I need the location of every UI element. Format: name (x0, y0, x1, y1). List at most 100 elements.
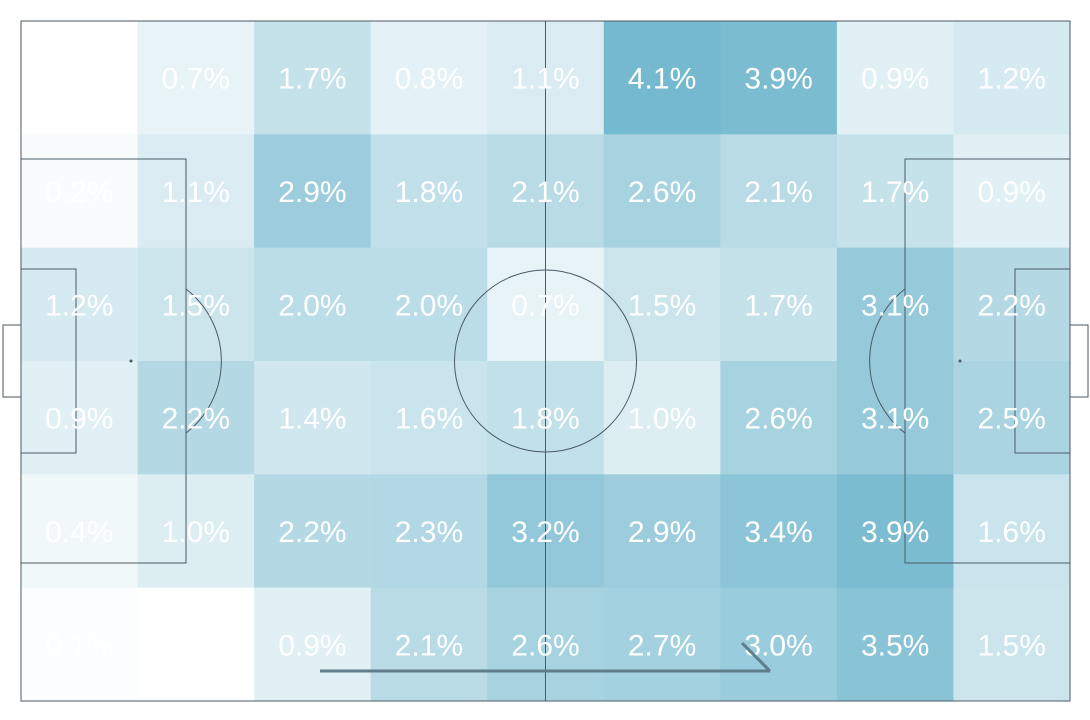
heatmap-cell-label: 2.0% (278, 289, 346, 322)
heatmap-cell (21, 361, 139, 475)
centre-circle (454, 269, 637, 453)
heatmap-cell (21, 247, 139, 362)
heatmap-cell-label: 2.3% (395, 516, 463, 549)
heatmap-cell-label: 1.1% (162, 176, 230, 209)
heatmap-cell-label: 1.0% (628, 403, 696, 436)
heatmap-cell (370, 587, 488, 702)
heatmap-cell-label: 3.9% (744, 63, 812, 96)
left-penalty-spot (129, 359, 133, 363)
heatmap-cell (137, 134, 255, 249)
heatmap-cell (836, 474, 954, 589)
left-goal (2, 324, 22, 398)
heatmap-cell (836, 587, 954, 702)
heatmap-cell-label: 1.5% (628, 289, 696, 322)
heatmap-cell (720, 474, 838, 589)
heatmap-cell-label: 2.6% (628, 176, 696, 209)
heatmap-cell (720, 21, 838, 135)
heatmap-cell (21, 21, 139, 135)
heatmap-cell (836, 21, 954, 135)
heatmap-cell (720, 587, 838, 702)
heatmap-cell-label: 2.9% (278, 176, 346, 209)
heatmap-cell-label: 0.4% (45, 516, 113, 549)
heatmap-cell (953, 247, 1071, 362)
heatmap-cell (370, 361, 488, 475)
heatmap-cell (21, 587, 139, 702)
heatmap-cell-label: 1.2% (45, 289, 113, 322)
heatmap-cell (254, 587, 372, 702)
heatmap-cell-label: 2.1% (395, 629, 463, 662)
heatmap-cell-label: 0.9% (978, 176, 1046, 209)
heatmap-cell-label: 0.9% (278, 629, 346, 662)
heatmap-cell-label: 0.1% (45, 629, 113, 662)
heatmap-cell-label: 0.7% (162, 63, 230, 96)
heatmap-cell-label: 2.6% (744, 403, 812, 436)
heatmap-cell-label: 3.1% (861, 403, 929, 436)
heatmap-cell (953, 134, 1071, 249)
heatmap-cell-label: 1.1% (511, 63, 579, 96)
heatmap-cell-label: 2.6% (511, 629, 579, 662)
heatmap-cell-label: 0.9% (861, 63, 929, 96)
heatmap-cell (603, 361, 721, 475)
heatmap-cell (720, 361, 838, 475)
heatmap-cell (137, 361, 255, 475)
heatmap-cell-label: 1.2% (978, 63, 1046, 96)
heatmap-cell-label: 2.2% (278, 516, 346, 549)
heatmap-cell (21, 134, 139, 249)
right-penalty-spot (958, 359, 962, 363)
attack-direction-arrow (320, 641, 772, 673)
heatmap-cell (953, 474, 1071, 589)
heatmap-cell (603, 134, 721, 249)
heatmap-cell-label: 2.7% (628, 629, 696, 662)
heatmap-cell-label: 0.2% (45, 176, 113, 209)
heatmap-cell-label: 1.7% (861, 176, 929, 209)
heatmap-cell (603, 21, 721, 135)
heatmap-cell-label: 1.8% (511, 403, 579, 436)
heatmap-cell-label: 3.9% (861, 516, 929, 549)
heatmap-cell (603, 247, 721, 362)
heatmap-cell-label: 1.7% (278, 63, 346, 96)
heatmap-cell (254, 361, 372, 475)
heatmap-cell-label: 1.7% (744, 289, 812, 322)
heatmap-cell (254, 474, 372, 589)
heatmap-cell-label: 2.1% (511, 176, 579, 209)
heatmap-cell (953, 361, 1071, 475)
heatmap-cell (370, 474, 488, 589)
heatmap-cell-label: 3.1% (861, 289, 929, 322)
heatmap-cell-label: 0.9% (45, 403, 113, 436)
heatmap-cell-label: 2.1% (744, 176, 812, 209)
heatmap-cell (370, 134, 488, 249)
heatmap-cell-label: 2.5% (978, 403, 1046, 436)
heatmap-cell (254, 247, 372, 362)
heatmap-cell-label: 2.2% (162, 403, 230, 436)
heatmap-cell (137, 21, 255, 135)
heatmap-cell (953, 587, 1071, 702)
left-penalty-arc (185, 288, 222, 434)
heatmap-cell (720, 247, 838, 362)
heatmap-cell-label: 1.5% (978, 629, 1046, 662)
right-penalty-arc (869, 288, 906, 434)
heatmap-cell-label: 1.6% (978, 516, 1046, 549)
pitch-markings (2, 20, 1089, 702)
heatmap-cell-label: 1.0% (162, 516, 230, 549)
heatmap-cell (254, 21, 372, 135)
heatmap-cell-label: 1.6% (395, 403, 463, 436)
heatmap-cell (370, 247, 488, 362)
right-goal (1069, 324, 1089, 398)
heatmap-cell-label: 3.5% (861, 629, 929, 662)
heatmap-cell (836, 134, 954, 249)
heatmap-cell (603, 474, 721, 589)
heatmap-cell (137, 587, 255, 702)
heatmap-cell-label: 3.2% (511, 516, 579, 549)
heatmap-cell (836, 361, 954, 475)
heatmap-cell-label: 1.8% (395, 176, 463, 209)
heatmap-cell (137, 247, 255, 362)
heatmap-cell (720, 134, 838, 249)
heatmap-cell (21, 474, 139, 589)
heatmap-cell-label: 4.1% (628, 63, 696, 96)
heatmap-cell-label: 2.2% (978, 289, 1046, 322)
heatmap-cell-label: 2.0% (395, 289, 463, 322)
heatmap-cell (254, 134, 372, 249)
heatmap-cell-label: 0.8% (395, 63, 463, 96)
heatmap-cell-label: 2.9% (628, 516, 696, 549)
